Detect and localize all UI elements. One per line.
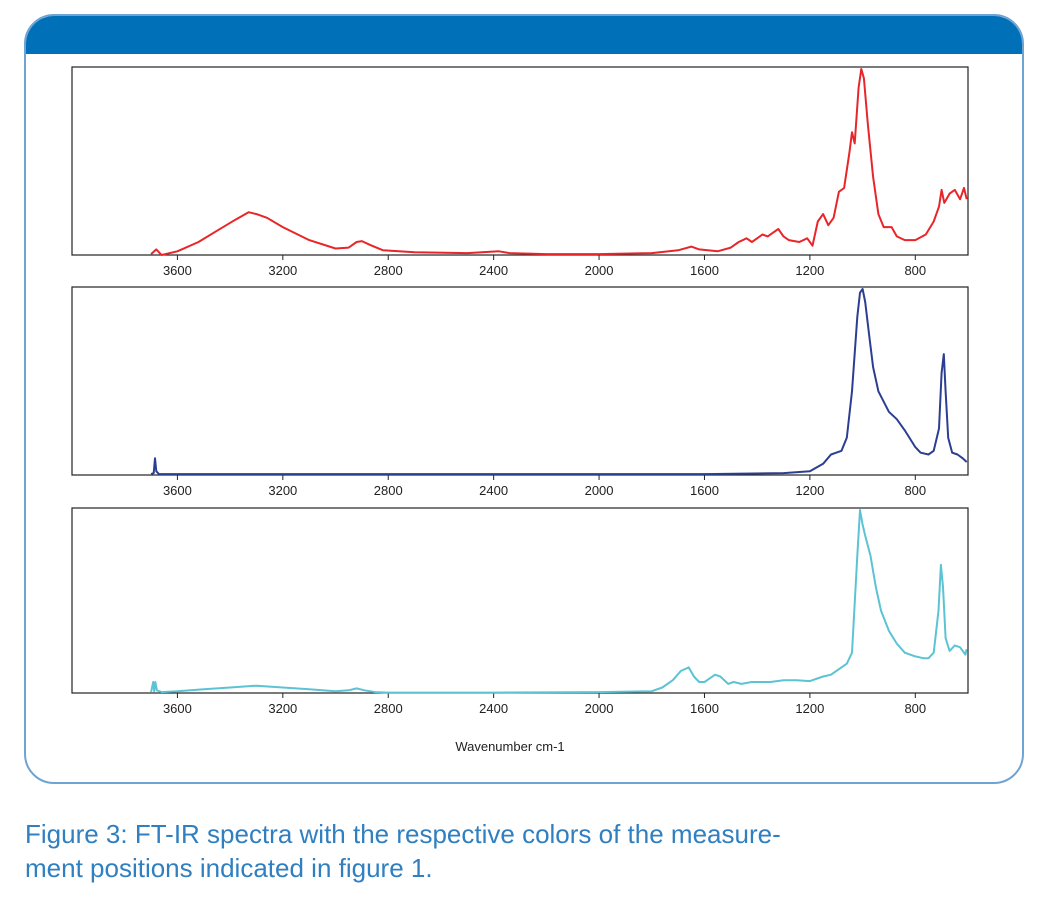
x-tick-label: 1600 [690, 701, 719, 716]
x-tick-label: 1200 [795, 263, 824, 278]
plot-frame-1 [71, 66, 969, 256]
x-tick-label: 1200 [795, 483, 824, 498]
figure-caption: Figure 3: FT-IR spectra with the respect… [25, 817, 1015, 885]
x-tick-label: 1600 [690, 483, 719, 498]
x-tick-label: 800 [904, 263, 926, 278]
x-tick-label: 3600 [163, 263, 192, 278]
x-tick-label: 2400 [479, 701, 508, 716]
x-tick-label: 3200 [268, 263, 297, 278]
x-tick-label: 1600 [690, 263, 719, 278]
x-tick-label: 1200 [795, 701, 824, 716]
spectrum-line-3 [150, 509, 968, 694]
x-tick-label: 3600 [163, 701, 192, 716]
spectrum-line-1 [150, 68, 968, 256]
x-tick-label: 2400 [479, 263, 508, 278]
spectrum-panel-1: 3600 3200 2800 2400 2000 1600 1200 800 [71, 66, 969, 278]
x-tick-label: 2000 [585, 483, 614, 498]
x-tick-label: 2400 [479, 483, 508, 498]
plot-frame-2 [71, 286, 969, 476]
spectrum-panel-3: 3600 3200 2800 2400 2000 1600 1200 800 Wavenumbe… [71, 507, 969, 754]
spectrum-line-2 [150, 288, 968, 476]
spectrum-panel-2: 3600 3200 2800 2400 2000 1600 1200 800 [71, 286, 969, 498]
x-tick-label: 2000 [585, 263, 614, 278]
caption-line-1: Figure 3: FT-IR spectra with the respect… [25, 819, 781, 849]
x-tick-label: 3600 [163, 483, 192, 498]
x-tick-label: 800 [904, 701, 926, 716]
figure-frame [24, 14, 1024, 784]
x-tick-label: 800 [904, 483, 926, 498]
caption-line-2: ment positions indicated in figure 1. [25, 853, 433, 883]
x-tick-label: 2000 [585, 701, 614, 716]
plot-frame-3 [71, 507, 969, 694]
x-tick-label: 3200 [268, 701, 297, 716]
x-tick-label: 3200 [268, 483, 297, 498]
x-axis-title: Wavenumber cm-1 [455, 739, 564, 754]
x-tick-label: 2800 [374, 701, 403, 716]
frame-header-bar [26, 16, 1022, 54]
x-tick-label: 2800 [374, 483, 403, 498]
x-tick-label: 2800 [374, 263, 403, 278]
